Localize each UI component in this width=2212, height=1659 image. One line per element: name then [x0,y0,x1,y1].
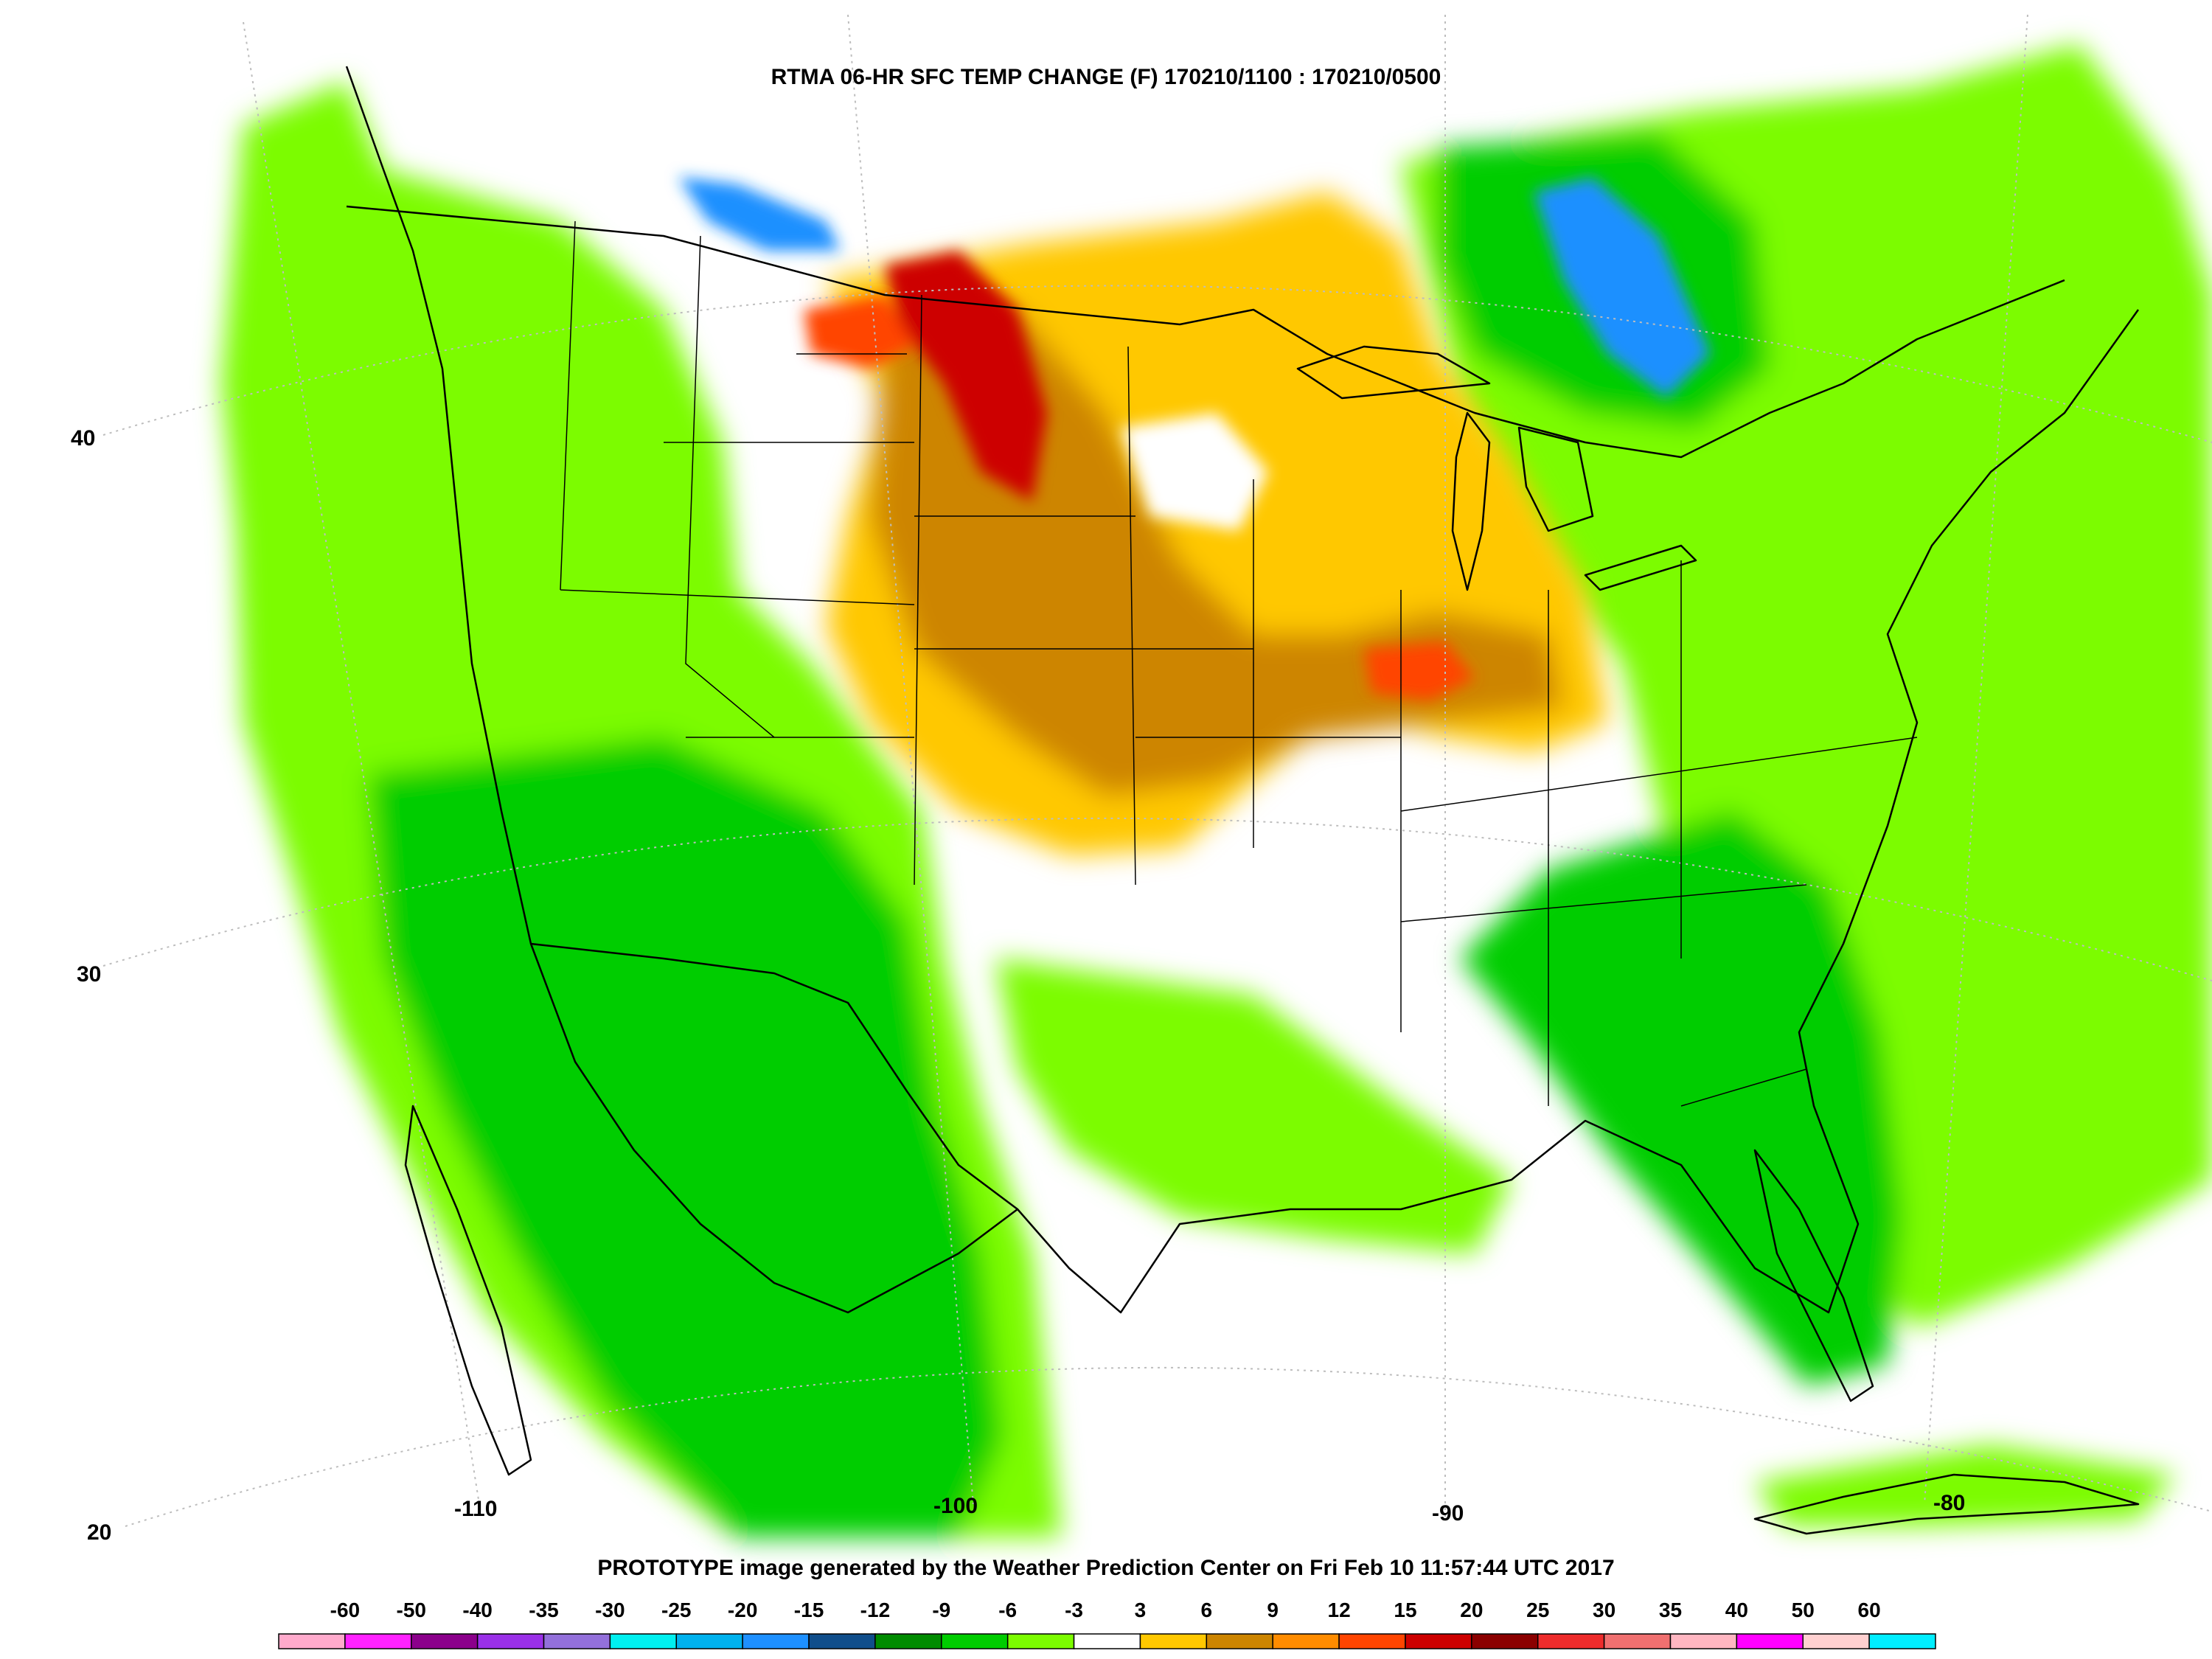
lat-label-40: 40 [71,426,96,451]
us-outline [345,66,2140,1314]
field-north-orangered [804,295,914,369]
legend-swatch [1272,1633,1340,1649]
field-north-red [885,251,1047,501]
legend-swatch [1206,1633,1273,1649]
legend-swatch [742,1633,810,1649]
field-northwest-blue [678,177,841,251]
lon-label-100: -100 [933,1494,978,1518]
lat-label-20: 20 [87,1520,112,1545]
legend-swatch [1537,1633,1605,1649]
field-south-green [995,959,1512,1253]
legend-swatch [1073,1633,1141,1649]
lon-line-110 [243,21,480,1505]
state-lines-west [560,220,922,886]
legend-swatch [476,1633,545,1649]
lat-line-30 [102,817,2212,981]
field-southeast-green [1460,811,1902,1386]
state-boundaries [560,220,1918,1107]
field-caribbean-green [1755,1445,2175,1526]
legend-swatch [874,1633,942,1649]
florida-peninsula [1753,1149,1874,1402]
legend-swatch [1006,1633,1075,1649]
canada-border [346,205,2065,459]
legend-swatch [278,1633,346,1649]
legend-swatch [609,1633,678,1649]
great-lake-superior [1296,345,1491,400]
cuba-island [1753,1473,2140,1535]
mexico-border [530,942,1018,1210]
legend-swatch [1471,1633,1539,1649]
legend-swatch [808,1633,876,1649]
legend-swatch [675,1633,743,1649]
legend-swatch [1669,1633,1738,1649]
lat-label-30: 30 [77,962,102,987]
field-west-dkgreen [369,737,1003,1537]
state-lines-east [1400,560,1918,1107]
legend-swatch [543,1633,611,1649]
great-lake-michigan [1451,411,1491,591]
field-dakota-white [1121,413,1268,531]
temperature-field [221,44,2212,1537]
lon-label-80: -80 [1933,1491,1966,1515]
legend-swatch [1139,1633,1208,1649]
lat-line-40 [102,285,2212,443]
footer-credit: PROTOTYPE image generated by the Weather… [597,1556,1615,1580]
field-midwest-orangered [1364,641,1475,700]
state-lines-central [914,346,1402,1032]
map-title: RTMA 06-HR SFC TEMP CHANGE (F) 170210/11… [771,65,1441,89]
field-ontario-blue [1534,177,1711,398]
legend-swatch [941,1633,1009,1649]
legend-swatch [1338,1633,1406,1649]
legend-swatch [1868,1633,1936,1649]
baja-california [404,1105,532,1476]
legend-swatch [411,1633,479,1649]
political-boundaries [345,66,2140,1535]
graticule [102,14,2212,1527]
legend-swatch [344,1633,412,1649]
legend-swatch [1802,1633,1870,1649]
lon-label-110: -110 [454,1497,498,1521]
great-lake-erie [1584,544,1697,591]
legend-colorbar [278,1633,1936,1649]
great-lake-huron [1517,426,1594,532]
lon-label-90: -90 [1432,1501,1464,1526]
legend-swatch [1736,1633,1804,1649]
legend-swatch [1405,1633,1472,1649]
legend-swatch [1603,1633,1672,1649]
